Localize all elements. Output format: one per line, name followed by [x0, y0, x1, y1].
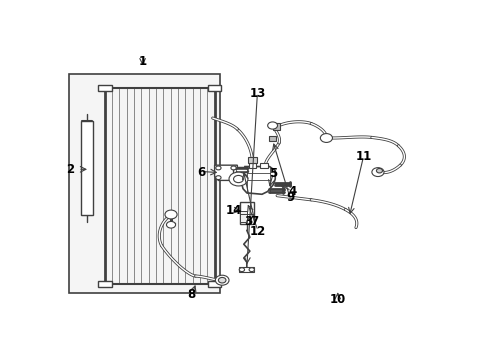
Text: 13: 13 [249, 87, 266, 100]
Polygon shape [241, 167, 275, 194]
Text: 2: 2 [66, 163, 75, 176]
Circle shape [215, 275, 228, 285]
Text: 10: 10 [329, 293, 345, 306]
Text: 3: 3 [244, 216, 252, 229]
Bar [248, 163, 256, 168]
Circle shape [228, 172, 247, 186]
Bar [207, 282, 221, 287]
Circle shape [215, 176, 221, 180]
Circle shape [239, 268, 244, 271]
Circle shape [218, 278, 225, 283]
Bar [98, 282, 111, 287]
Polygon shape [214, 165, 237, 180]
Circle shape [371, 168, 383, 176]
Text: 12: 12 [249, 225, 266, 238]
Bar [98, 85, 111, 91]
Circle shape [248, 268, 254, 271]
Text: 8: 8 [187, 288, 196, 301]
Circle shape [215, 166, 221, 170]
Bar [239, 267, 254, 272]
Text: 6: 6 [197, 166, 205, 179]
Circle shape [376, 168, 382, 173]
Bar [240, 202, 253, 224]
Text: 14: 14 [225, 204, 241, 217]
Text: 11: 11 [355, 150, 372, 163]
Text: 7: 7 [250, 216, 258, 229]
Circle shape [233, 175, 243, 183]
Bar [81, 121, 93, 215]
Circle shape [267, 122, 277, 129]
Circle shape [166, 221, 175, 228]
Text: 1: 1 [138, 55, 146, 68]
Bar [272, 123, 280, 130]
Bar [68, 74, 220, 293]
Bar [240, 211, 246, 222]
Text: 4: 4 [287, 185, 296, 198]
Circle shape [230, 166, 236, 170]
Circle shape [164, 210, 177, 219]
Bar [247, 157, 257, 163]
Bar [268, 136, 276, 141]
Text: 5: 5 [269, 167, 277, 180]
Bar [260, 163, 267, 168]
Circle shape [320, 134, 332, 143]
Bar [207, 85, 221, 91]
Text: 9: 9 [285, 190, 294, 203]
